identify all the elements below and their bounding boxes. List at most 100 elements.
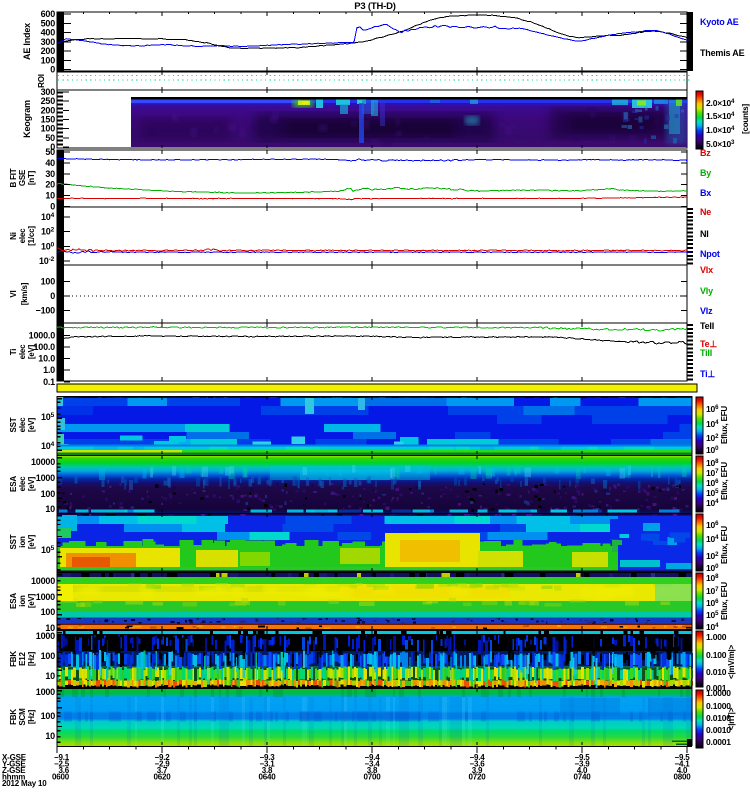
svg-text:E12: E12 bbox=[18, 651, 27, 665]
svg-text:−9.2: −9.2 bbox=[155, 753, 171, 762]
svg-text:106: 106 bbox=[706, 478, 719, 488]
svg-text:102: 102 bbox=[41, 227, 55, 237]
svg-text:3.9: 3.9 bbox=[472, 766, 483, 775]
svg-text:VI: VI bbox=[9, 290, 18, 297]
svg-text:10: 10 bbox=[45, 731, 55, 741]
svg-text:ion: ion bbox=[18, 536, 27, 548]
svg-text:105: 105 bbox=[706, 610, 719, 620]
svg-text:0740: 0740 bbox=[574, 773, 592, 782]
svg-text:−3.6: −3.6 bbox=[470, 760, 486, 769]
svg-text:VIz: VIz bbox=[700, 306, 713, 316]
svg-text:100: 100 bbox=[41, 489, 56, 499]
svg-text:100: 100 bbox=[41, 277, 56, 287]
svg-text:Npot: Npot bbox=[700, 249, 720, 259]
svg-text:Ni: Ni bbox=[9, 232, 18, 240]
svg-text:50: 50 bbox=[45, 133, 55, 143]
svg-text:SCM: SCM bbox=[18, 708, 27, 726]
svg-text:3.7: 3.7 bbox=[157, 766, 168, 775]
svg-text:SST: SST bbox=[9, 417, 18, 432]
svg-text:10: 10 bbox=[45, 191, 55, 201]
svg-text:0720: 0720 bbox=[469, 773, 487, 782]
svg-text:ESA: ESA bbox=[9, 476, 18, 492]
svg-text:SST: SST bbox=[9, 534, 18, 549]
svg-text:30: 30 bbox=[45, 169, 55, 179]
svg-text:ion: ion bbox=[18, 595, 27, 607]
svg-text:NI: NI bbox=[700, 229, 709, 239]
svg-text:−9.5: −9.5 bbox=[575, 753, 591, 762]
svg-text:1000: 1000 bbox=[36, 631, 55, 641]
svg-text:10000: 10000 bbox=[31, 576, 55, 586]
svg-text:1000.0: 1000.0 bbox=[29, 330, 56, 340]
svg-text:P3 (TH-D): P3 (TH-D) bbox=[354, 1, 396, 12]
svg-text:Ti⊥: Ti⊥ bbox=[700, 369, 715, 379]
svg-text:100: 100 bbox=[41, 711, 56, 721]
svg-text:0.001: 0.001 bbox=[706, 683, 727, 693]
svg-text:107: 107 bbox=[706, 468, 719, 478]
svg-text:3.8: 3.8 bbox=[367, 766, 378, 775]
svg-text:0: 0 bbox=[50, 202, 55, 212]
svg-text:[eV]: [eV] bbox=[27, 344, 36, 359]
svg-text:10000: 10000 bbox=[31, 457, 55, 467]
svg-text:0640: 0640 bbox=[259, 773, 277, 782]
svg-text:106: 106 bbox=[706, 520, 719, 530]
svg-text:[Hz]: [Hz] bbox=[27, 709, 36, 724]
svg-text:Bx: Bx bbox=[700, 188, 711, 198]
svg-text:−9.5: −9.5 bbox=[675, 753, 691, 762]
svg-text:Eflux, EFU: Eflux, EFU bbox=[720, 406, 729, 444]
svg-text:0.1000: 0.1000 bbox=[706, 701, 731, 711]
svg-text:1.5×104: 1.5×104 bbox=[706, 111, 735, 121]
svg-text:108: 108 bbox=[706, 458, 719, 468]
svg-text:0.010: 0.010 bbox=[706, 667, 727, 677]
svg-text:105: 105 bbox=[41, 545, 55, 555]
svg-text:2.0×104: 2.0×104 bbox=[706, 98, 735, 108]
svg-text:250: 250 bbox=[41, 96, 56, 106]
svg-text:0: 0 bbox=[50, 65, 55, 75]
svg-text:TeII: TeII bbox=[700, 321, 714, 331]
svg-text:0: 0 bbox=[50, 142, 55, 152]
svg-text:elec: elec bbox=[18, 476, 27, 492]
svg-text:5.0×103: 5.0×103 bbox=[706, 139, 735, 149]
svg-text:20: 20 bbox=[45, 180, 55, 190]
svg-text:Z-GSE: Z-GSE bbox=[2, 766, 26, 775]
svg-text:0.1: 0.1 bbox=[43, 377, 55, 387]
svg-text:[Hz]: [Hz] bbox=[27, 651, 36, 666]
svg-text:105: 105 bbox=[706, 488, 719, 498]
svg-text:−100: −100 bbox=[36, 306, 56, 316]
svg-text:Themis AE: Themis AE bbox=[700, 48, 745, 58]
svg-text:10: 10 bbox=[45, 504, 55, 514]
svg-text:X-GSE: X-GSE bbox=[2, 753, 27, 762]
svg-text:500: 500 bbox=[41, 18, 56, 28]
svg-text:−3.4: −3.4 bbox=[365, 760, 381, 769]
svg-text:ROI: ROI bbox=[37, 74, 46, 88]
svg-text:0620: 0620 bbox=[154, 773, 172, 782]
svg-text:Ne: Ne bbox=[700, 207, 711, 217]
svg-text:Keogram: Keogram bbox=[22, 100, 32, 138]
svg-text:[1/cc]: [1/cc] bbox=[27, 226, 36, 246]
svg-text:150: 150 bbox=[41, 115, 56, 125]
svg-text:[eV]: [eV] bbox=[27, 476, 36, 491]
svg-text:Ti: Ti bbox=[9, 349, 18, 356]
svg-text:108: 108 bbox=[706, 573, 719, 583]
svg-text:−9.3: −9.3 bbox=[260, 753, 276, 762]
svg-text:0800: 0800 bbox=[674, 773, 692, 782]
svg-text:Y-GSE: Y-GSE bbox=[2, 760, 26, 769]
svg-text:Eflux, EFU: Eflux, EFU bbox=[720, 526, 729, 564]
svg-text:10: 10 bbox=[45, 623, 55, 633]
svg-text:600: 600 bbox=[41, 9, 56, 19]
svg-text:1.0×104: 1.0×104 bbox=[706, 125, 735, 135]
svg-text:By: By bbox=[700, 168, 711, 178]
svg-text:0.0010: 0.0010 bbox=[706, 725, 731, 735]
svg-text:<|nT|>: <|nT|> bbox=[727, 707, 736, 730]
svg-text:−3.9: −3.9 bbox=[575, 760, 591, 769]
svg-text:104: 104 bbox=[706, 534, 719, 544]
svg-text:[nT]: [nT] bbox=[27, 170, 36, 185]
svg-text:100: 100 bbox=[41, 651, 56, 661]
svg-text:VIx: VIx bbox=[700, 265, 713, 275]
svg-text:10: 10 bbox=[45, 671, 55, 681]
svg-text:50: 50 bbox=[45, 147, 55, 157]
svg-text:107: 107 bbox=[706, 586, 719, 596]
svg-text:102: 102 bbox=[706, 433, 719, 443]
svg-text:10.0: 10.0 bbox=[38, 354, 55, 364]
svg-text:4.0: 4.0 bbox=[577, 766, 588, 775]
svg-text:Te⊥: Te⊥ bbox=[700, 339, 717, 349]
